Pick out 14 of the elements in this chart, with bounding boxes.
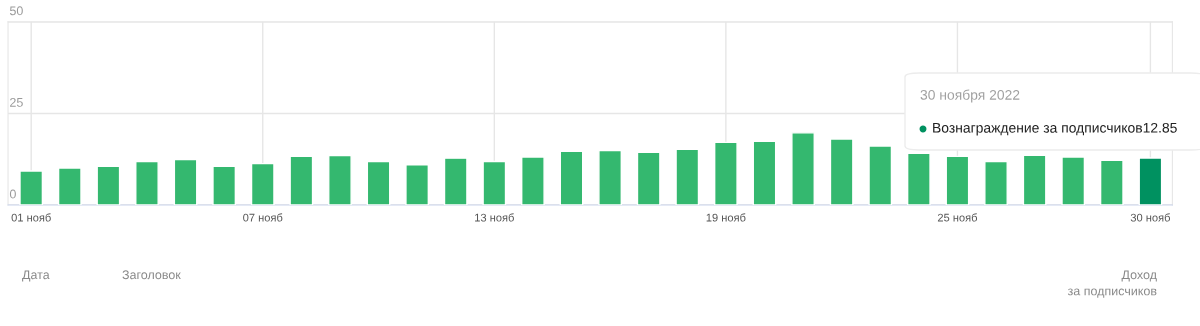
x-tick-label: 13 нояб: [475, 213, 514, 222]
text: Дата: [22, 270, 50, 282]
text: Заголовок: [122, 270, 181, 280]
text: Доход за подписчиков: [1067, 270, 1157, 298]
x-tick-label: 07 нояб: [243, 213, 283, 222]
annotation: 30 ноября 2022: [920, 89, 1020, 103]
x-tick-label: 30 нояб: [1130, 213, 1171, 222]
x-tick-label: 01 нояб: [11, 213, 51, 222]
annotation: Вознаграждение за подписчиков12.85: [933, 122, 1177, 136]
y-tick-label: 50: [9, 6, 23, 16]
y-tick-label: 25: [10, 97, 23, 107]
x-tick-label: 25 нояб: [937, 213, 978, 222]
x-tick-label: 19 нояб: [706, 213, 746, 222]
y-tick-label: 0: [9, 189, 16, 199]
